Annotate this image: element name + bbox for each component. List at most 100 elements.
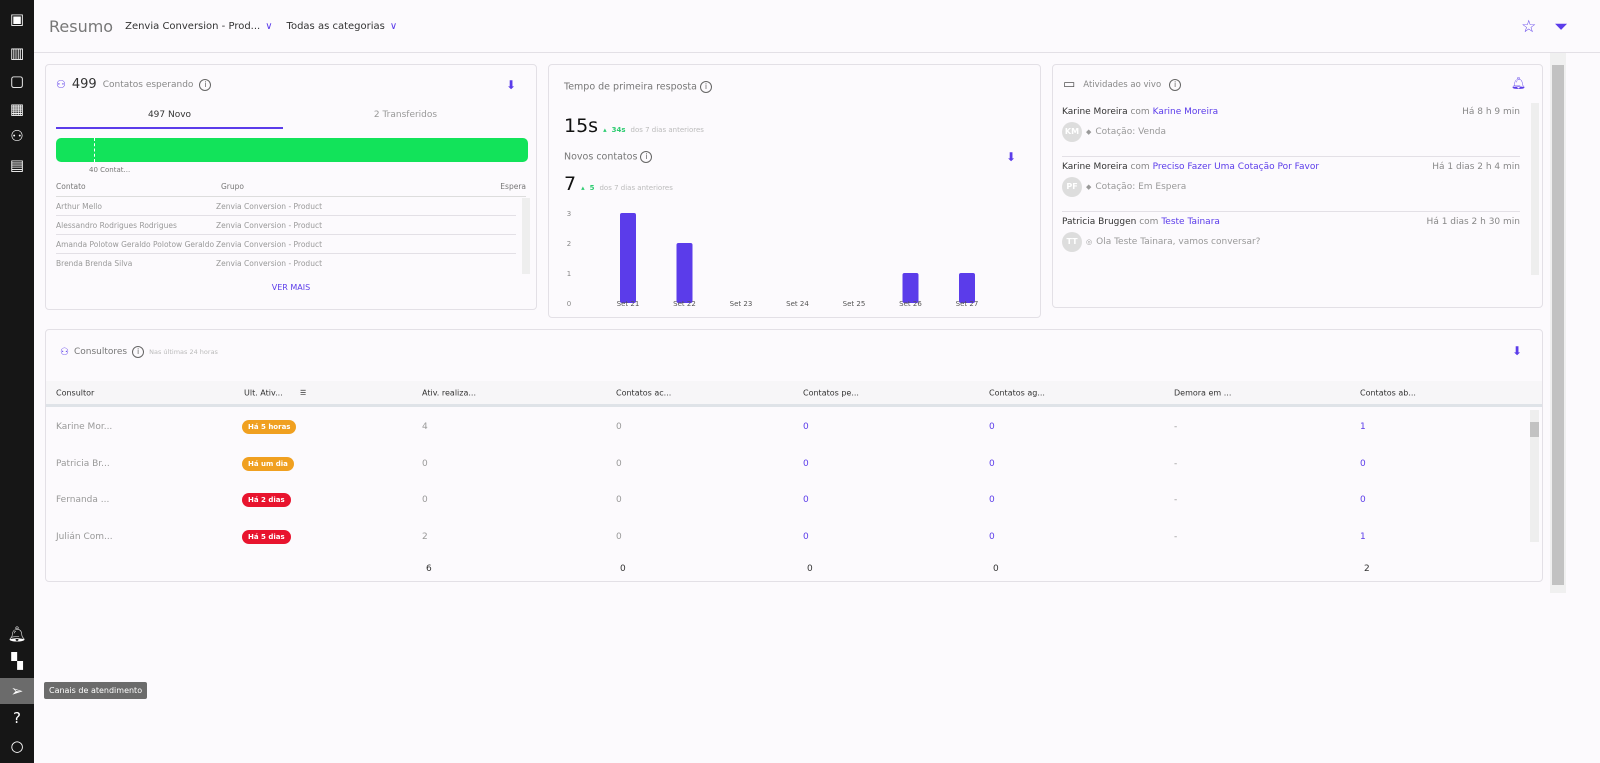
agent-name: Karine Moreira xyxy=(1062,107,1128,117)
cell-value[interactable]: 0 xyxy=(803,458,809,469)
table-row[interactable]: Amanda Polotow Geraldo Polotow Geraldo Ze… xyxy=(56,235,516,254)
table-row[interactable]: Julián Com... Há 5 dias 2 0 0 0 - 1 xyxy=(46,519,1522,555)
column-header[interactable]: Ult. Ativ... xyxy=(244,388,283,397)
cell-value[interactable]: 0 xyxy=(989,495,995,505)
table-row[interactable]: Brenda Brenda Silva Zenvia Conversion - P… xyxy=(56,254,516,273)
column-header[interactable]: Demora em ... xyxy=(1174,388,1232,397)
bar[interactable] xyxy=(676,243,693,303)
download-icon[interactable]: ⬇ xyxy=(1511,344,1522,358)
scrollbar[interactable] xyxy=(1530,410,1539,542)
cell-value[interactable]: 0 xyxy=(989,458,995,469)
info-icon[interactable]: i xyxy=(132,346,145,358)
column-header[interactable]: Contatos ag... xyxy=(989,388,1045,397)
see-more-link[interactable]: VER MAIS xyxy=(271,283,311,292)
consultants-label: Consultores xyxy=(73,347,128,357)
table-row[interactable]: Patricia Br... Há um dia 0 0 0 0 - 0 xyxy=(46,446,1522,482)
agent-name: Patricia Bruggen xyxy=(1062,217,1137,227)
cell-value[interactable]: 0 xyxy=(1360,458,1366,469)
response-label: Tempo de primeira resposta xyxy=(564,81,697,93)
total-value: 6 xyxy=(426,564,432,574)
column-header[interactable]: Consultor xyxy=(56,388,95,397)
activity-item[interactable]: Karine Moreira com Preciso Fazer Uma Cot… xyxy=(1062,162,1520,212)
download-icon[interactable]: ⬇ xyxy=(505,78,516,92)
table-header: Consultor Ult. Ativ... Ativ. realiza... Con… xyxy=(46,381,1542,407)
column-header[interactable]: Contatos ab... xyxy=(1360,388,1416,397)
document-icon[interactable]: ▤ xyxy=(9,156,25,174)
sidebar: ▣ ▥ ▢ ▦ ⚇ ▤ 🔔︎ ▚ ➢ ? ○ xyxy=(0,0,34,763)
apps-icon[interactable]: ▚ xyxy=(11,652,23,670)
download-icon[interactable]: ⬇ xyxy=(1005,150,1016,164)
filter-off-icon[interactable]: ⏷ xyxy=(1554,17,1568,37)
chart-icon[interactable]: ▥ xyxy=(9,44,25,62)
bar-marker-label: 40 Contat... xyxy=(89,166,131,174)
user-clock-icon: ⚇ xyxy=(56,78,66,91)
column-header: Contato xyxy=(56,182,86,191)
new-contacts-value: 7 xyxy=(564,173,577,195)
new-contacts-delta-text: dos 7 dias anteriores xyxy=(599,184,673,192)
cell-value[interactable]: 0 xyxy=(1360,495,1366,505)
cell-value: 0 xyxy=(616,422,622,432)
table-row[interactable]: Alessandro Rodrigues Rodrigues Zenvia Con… xyxy=(56,216,516,235)
info-icon[interactable]: i xyxy=(640,151,653,163)
contact-link[interactable]: Teste Tainara xyxy=(1161,217,1220,227)
waiting-count: 499 xyxy=(71,77,97,92)
cell-value[interactable]: 1 xyxy=(1360,422,1366,432)
column-header[interactable]: Ativ. realiza... xyxy=(422,388,477,397)
status-icon[interactable]: ○ xyxy=(10,737,24,755)
tab-new[interactable]: 497 Novo xyxy=(56,105,283,129)
activity-item[interactable]: Karine Moreira com Karine Moreira Há 8 h … xyxy=(1062,107,1520,157)
bar[interactable] xyxy=(620,213,636,303)
group-filter[interactable]: Zenvia Conversion - Prod... ∨ xyxy=(125,21,272,32)
scrollbar[interactable] xyxy=(1531,103,1539,275)
total-value: 0 xyxy=(620,564,626,574)
group-name: Zenvia Conversion - Product xyxy=(216,201,323,211)
category-filter[interactable]: Todas as categorias ∨ xyxy=(287,21,398,32)
bell-icon[interactable]: 🔔︎ xyxy=(7,625,27,643)
contact-name: Amanda Polotow Geraldo Polotow Geraldo xyxy=(56,239,215,249)
star-icon[interactable]: ☆ xyxy=(1521,17,1537,37)
live-label: Atividades ao vivo xyxy=(1083,79,1162,90)
bell-icon[interactable]: 🔔︎ xyxy=(1510,76,1526,90)
logo-icon[interactable]: ▣ xyxy=(9,10,25,28)
cell-value: - xyxy=(1174,531,1178,542)
bar[interactable] xyxy=(902,273,919,303)
cell-value[interactable]: 0 xyxy=(803,495,809,505)
cell-value[interactable]: 0 xyxy=(989,531,995,542)
contact-link[interactable]: Karine Moreira xyxy=(1152,107,1219,117)
info-icon[interactable]: i xyxy=(199,78,212,91)
help-icon[interactable]: ? xyxy=(13,709,21,727)
y-tick-label: 0 xyxy=(567,300,571,308)
page-scrollbar[interactable] xyxy=(1550,53,1566,593)
activity-time: Há 1 dias 2 h 4 min xyxy=(1432,162,1520,172)
contact-link[interactable]: Preciso Fazer Uma Cotação Por Favor xyxy=(1152,162,1320,172)
table-icon[interactable]: ▦ xyxy=(9,100,25,118)
cell-value[interactable]: 0 xyxy=(803,531,809,542)
avatar: TT xyxy=(1062,232,1082,252)
column-header[interactable]: Contatos ac... xyxy=(616,388,672,397)
connector: com xyxy=(1130,107,1150,117)
scrollbar[interactable] xyxy=(522,198,530,274)
cell-value: 4 xyxy=(422,422,428,432)
info-icon[interactable]: i xyxy=(699,81,712,93)
table-row[interactable]: Karine Mor... Há 5 horas 4 0 0 0 - 1 xyxy=(46,409,1522,445)
users-icon[interactable]: ⚇ xyxy=(10,127,24,145)
chat-icon[interactable]: ▢ xyxy=(9,72,25,90)
tab-transferred[interactable]: 2 Transferidos xyxy=(373,110,438,120)
info-icon[interactable]: i xyxy=(1169,78,1182,91)
cell-value[interactable]: 0 xyxy=(803,422,809,432)
cell-value[interactable]: 0 xyxy=(989,422,995,432)
cell-value: 0 xyxy=(616,458,622,469)
activity-detail: Cotação: Venda xyxy=(1095,127,1167,137)
response-delta: 34s xyxy=(611,126,626,134)
send-icon[interactable]: ➢ xyxy=(0,678,34,704)
table-row[interactable]: Fernanda ... Há 2 dias 0 0 0 0 - 0 xyxy=(46,482,1522,518)
bar[interactable] xyxy=(959,273,975,303)
sort-icon[interactable]: ☰ xyxy=(300,388,307,397)
x-tick-label: Set 27 xyxy=(956,300,979,308)
cell-value: 0 xyxy=(616,495,622,505)
activity-item[interactable]: Patricia Bruggen com Teste Tainara Há 1 d… xyxy=(1062,217,1520,267)
table-row[interactable]: Arthur Mello Zenvia Conversion - Product xyxy=(56,197,516,216)
cell-value[interactable]: 1 xyxy=(1360,531,1366,542)
new-contacts-label: Novos contatos xyxy=(564,151,638,163)
column-header[interactable]: Contatos pe... xyxy=(803,388,859,397)
